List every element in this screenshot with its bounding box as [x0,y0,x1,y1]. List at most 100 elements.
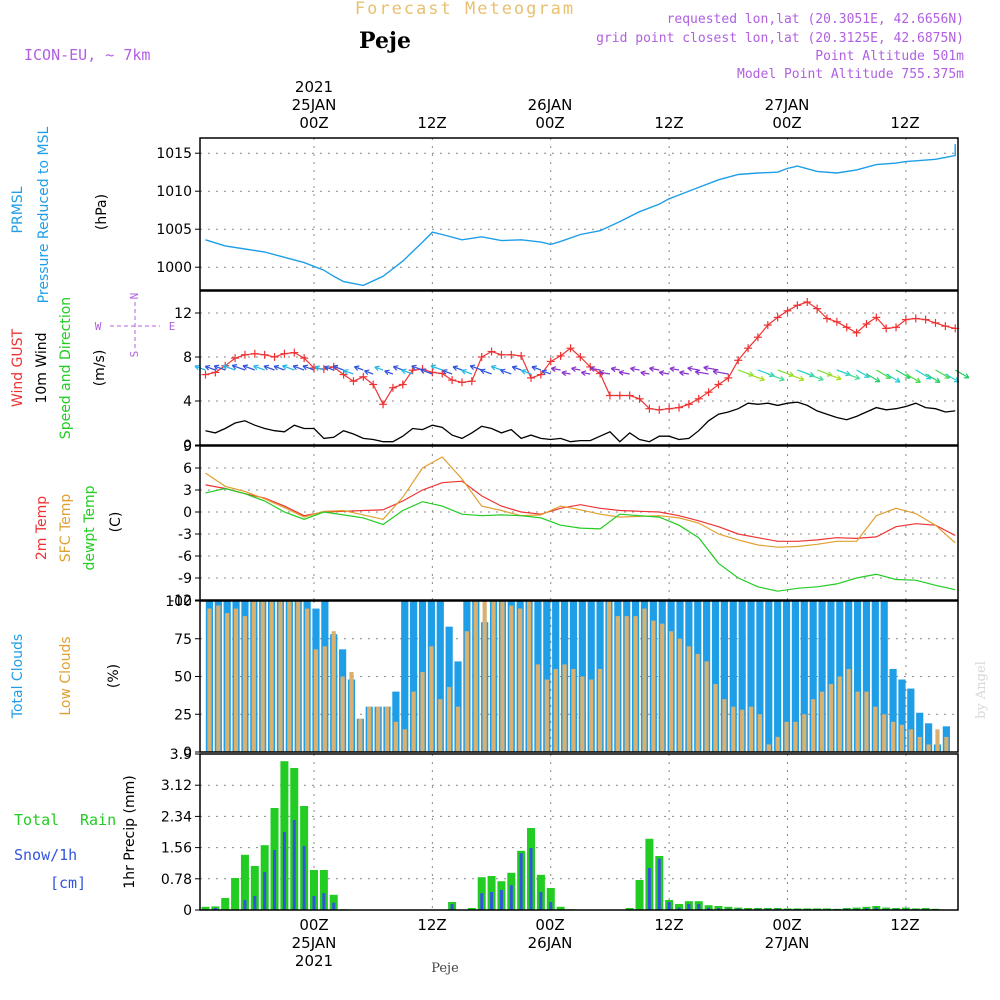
wind-arrow [694,369,709,376]
low-cloud-bar [748,706,754,752]
wind-arrow-head [759,379,765,382]
gust-marker [911,314,920,323]
low-cloud-bar [633,616,638,752]
gust-marker [349,377,358,386]
gust-marker [901,315,910,324]
gust-marker [467,377,476,386]
wind-arrow-head [332,365,337,371]
wind-arrow-head [640,372,646,377]
gust-marker [793,301,802,310]
wind-arrow-head [480,369,485,375]
gust-marker [507,350,516,359]
low-cloud-bar [855,691,860,752]
wind-arrow-head [854,378,860,381]
total-cloud-bar [898,679,906,752]
wind-arrow [826,373,842,381]
total-cloud-bar [756,601,764,752]
gust-marker [566,344,575,353]
wind-arrow-head [876,377,881,383]
wind-arrow-head [194,365,199,371]
ytick-label: 3 [183,483,192,499]
grid-layer [200,138,958,911]
wind-arrow-head [461,369,466,375]
total-cloud-bar [818,601,826,752]
wind-arrow-shaft [500,369,512,375]
low-cloud-bar [447,687,452,752]
total-cloud-bar [543,601,551,752]
low-cloud-bar [757,714,762,752]
ytick-label: 2.34 [161,809,192,825]
low-cloud-bar [509,605,514,752]
wind-arrow-shaft [332,365,344,371]
wind-arrow [253,364,265,371]
wind-arrow-head [571,366,577,370]
wind-arrow [610,366,620,373]
rain-bar [546,888,555,910]
low-cloud-bar [429,646,434,752]
gust-marker [852,328,861,337]
total-cloud-bar [809,601,817,752]
wind-arrow-head [302,364,308,367]
gust-marker [813,304,822,313]
rain-bar [625,908,634,910]
low-cloud-bar [864,691,869,752]
wind-arrow [374,365,384,372]
wind-arrow-head [232,364,238,366]
wind-arrow [222,364,236,371]
bottom-date-3: 27JAN [765,934,810,952]
wind-arrow-head [392,366,398,371]
wind-arrow-head [531,365,538,368]
gust-marker [892,323,901,332]
precip-rain-label: Rain [80,811,116,829]
wind-arrow-head [779,379,785,382]
snow-bar [529,848,533,910]
low-cloud-bar [890,721,896,752]
low-cloud-bar [882,714,887,752]
wind-arrow-shaft [935,369,950,379]
wind-arrow-head [936,377,941,383]
rain-bar [221,898,230,910]
gust-marker [783,306,792,315]
wind-arrow-shaft [905,373,921,383]
model-label: ICON-EU, ~ 7km [24,46,150,64]
gust-marker [921,315,930,324]
wind-arrow [905,373,921,383]
pressure-unit: (hPa) [94,194,110,230]
compass-rose: N S W E [95,293,176,358]
low-clouds-label: Low Clouds [58,636,74,715]
wind-arrow [712,369,729,375]
low-cloud-bar [464,631,470,752]
wind-arrow-head [917,377,921,383]
low-cloud-bar [304,608,310,752]
gust-marker [497,350,506,359]
compass-w: W [95,320,102,333]
wind-arrow [618,369,630,376]
gust-marker [872,313,881,322]
wind-arrow-head [703,365,709,368]
low-cloud-bar [695,653,700,752]
low-cloud-bar [677,638,683,752]
wind-arrow [561,370,571,377]
wind-arrow-head [703,366,708,371]
low-cloud-bar [651,620,656,752]
sfc-temp-line [205,456,956,548]
model-altitude: Model Point Altitude 755.375m [737,67,964,82]
wind-arrow-shaft [945,373,960,383]
wind-arrow-head [598,371,604,376]
wind-arrow-head [770,371,775,377]
rain-bar [240,854,249,910]
dewpt-line [205,487,956,592]
wind-arrow-head [263,365,268,371]
wind-arrow-shaft [232,364,246,371]
low-cloud-bar [526,601,532,752]
wind-arrow [669,366,680,372]
low-cloud-bar [233,608,239,752]
total-cloud-bar [720,601,728,752]
gust-marker [803,298,812,306]
total-cloud-bar [765,601,773,752]
top-tick-1: 00Z [299,114,328,132]
panel-frame-1 [199,137,959,291]
snow-bar [677,907,681,910]
wind-arrow-shaft [205,365,216,371]
low-cloud-bar [367,706,372,752]
